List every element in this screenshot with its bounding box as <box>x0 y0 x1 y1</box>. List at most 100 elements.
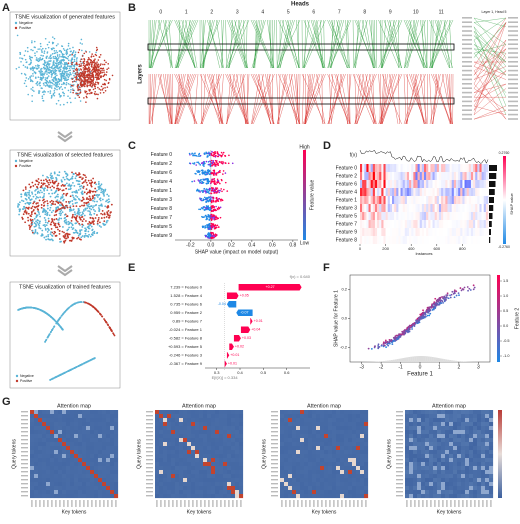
point <box>98 65 100 68</box>
point <box>72 367 75 370</box>
heat-cell <box>468 212 472 220</box>
point <box>113 334 116 337</box>
point <box>50 172 53 175</box>
point <box>413 324 416 327</box>
attention-line <box>321 73 323 125</box>
heat-cell <box>402 180 405 188</box>
point <box>88 227 91 230</box>
point <box>61 206 64 209</box>
heat-cell <box>434 180 437 188</box>
point <box>93 67 96 70</box>
point <box>83 78 86 80</box>
heat-cell <box>402 228 405 236</box>
point <box>84 74 86 77</box>
row-label: -0.367 = Feature 9 <box>169 361 203 366</box>
point <box>96 196 99 198</box>
attention-line <box>327 73 346 125</box>
heat-cell <box>406 212 410 220</box>
heat-cell <box>468 180 472 188</box>
histogram-bar <box>425 356 428 362</box>
point <box>84 66 87 68</box>
point <box>29 57 31 59</box>
point <box>211 196 213 199</box>
attention-line <box>356 73 377 125</box>
heat-cell <box>466 172 469 180</box>
point <box>112 332 114 334</box>
point <box>43 84 45 86</box>
point <box>18 213 20 216</box>
point <box>203 161 205 164</box>
point <box>58 61 61 64</box>
point <box>40 206 43 209</box>
point <box>65 83 68 86</box>
heat-cell <box>406 228 410 236</box>
point <box>34 52 36 54</box>
heat-cell <box>415 212 418 220</box>
token-stub <box>508 83 518 85</box>
point <box>79 77 81 79</box>
point <box>398 335 401 337</box>
point <box>212 159 215 162</box>
point <box>65 182 68 185</box>
point <box>67 83 70 85</box>
heat-cell <box>383 164 386 172</box>
heat-cell <box>434 236 437 244</box>
point <box>97 93 99 96</box>
point <box>221 160 223 163</box>
point <box>71 191 74 194</box>
point <box>201 161 204 164</box>
waterfall-bar <box>250 318 253 325</box>
histogram-bar <box>460 361 463 362</box>
point <box>64 77 67 79</box>
point <box>195 164 197 166</box>
heat-cell <box>417 212 420 220</box>
point <box>52 80 55 82</box>
point <box>50 175 53 178</box>
point <box>93 307 96 309</box>
point <box>218 189 220 192</box>
panel-letter: B <box>128 2 136 14</box>
point <box>189 162 192 165</box>
heat-cell <box>443 228 446 236</box>
attention-line <box>251 73 261 125</box>
heat-cell <box>481 236 484 244</box>
point <box>93 66 96 68</box>
point <box>28 197 30 200</box>
point <box>226 190 229 192</box>
point <box>93 200 96 203</box>
point <box>51 85 53 87</box>
point <box>94 190 97 193</box>
heat-cell <box>443 204 446 212</box>
heat-cell <box>374 220 378 228</box>
heat-cell <box>409 204 412 212</box>
heat-cell <box>389 172 393 180</box>
point <box>87 179 90 182</box>
heat-cell <box>398 188 401 196</box>
point <box>101 71 104 74</box>
point <box>74 222 77 225</box>
point <box>78 183 81 186</box>
heat-cell <box>381 228 384 236</box>
heat-cell <box>432 236 435 244</box>
heat-cell <box>377 180 380 188</box>
heat-cell <box>381 188 384 196</box>
heat-cell <box>411 172 414 180</box>
legend-marker <box>14 164 18 168</box>
point <box>389 340 392 343</box>
head-label: 8 <box>363 9 366 15</box>
point <box>44 62 46 65</box>
point <box>67 233 70 236</box>
heat-cell <box>447 212 450 220</box>
heat-cell <box>402 172 405 180</box>
heat-cell <box>360 164 363 172</box>
point <box>84 180 87 182</box>
point <box>107 195 110 197</box>
point <box>30 48 32 51</box>
heat-cell <box>362 188 365 196</box>
point <box>57 182 60 185</box>
heat-cell <box>396 228 399 236</box>
point <box>82 210 85 212</box>
point <box>74 76 76 79</box>
heat-cell <box>430 164 433 172</box>
point <box>417 318 420 321</box>
